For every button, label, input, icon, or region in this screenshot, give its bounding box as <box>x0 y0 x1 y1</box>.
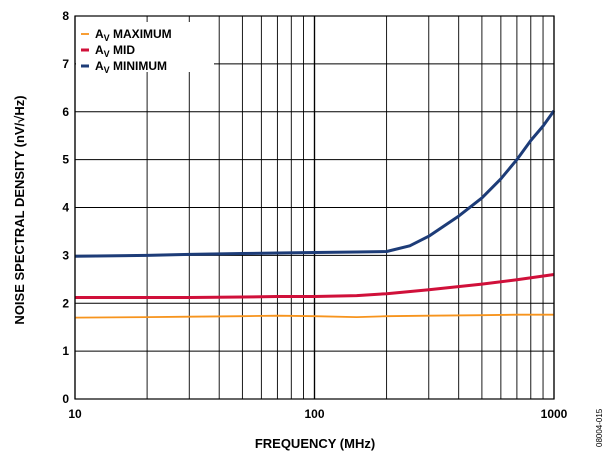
legend-label: AV MID <box>95 43 135 59</box>
series-line-av-maximum <box>74 313 554 319</box>
x-tick-label: 10 <box>68 407 82 421</box>
y-tick-label: 7 <box>62 57 69 71</box>
series-line-av-minimum <box>74 109 556 258</box>
legend-background <box>76 22 214 72</box>
plot-frame <box>74 15 555 400</box>
y-tick-label: 3 <box>62 248 69 262</box>
series-lines <box>74 109 556 319</box>
y-tick-label: 2 <box>62 296 69 310</box>
legend-label: AV MAXIMUM <box>95 27 172 43</box>
figure-id: 08004-015 <box>595 408 604 447</box>
x-tick-label: 100 <box>304 407 324 421</box>
y-tick-label: 6 <box>62 105 69 119</box>
x-tick-labels: 10 100 1000 <box>68 407 567 421</box>
x-tick-label: 1000 <box>541 407 568 421</box>
grid-lines <box>74 15 555 400</box>
y-tick-label: 0 <box>62 392 69 406</box>
legend-box <box>76 22 214 72</box>
y-tick-label: 5 <box>62 153 69 167</box>
y-tick-label: 8 <box>62 9 69 23</box>
y-tick-label: 1 <box>62 344 69 358</box>
series-line-av-mid <box>75 273 555 299</box>
legend-label: AV MINIMUM <box>95 59 167 75</box>
x-axis-label: FREQUENCY (MHz) <box>255 436 375 451</box>
y-tick-label: 4 <box>62 201 69 215</box>
y-axis-label: NOISE SPECTRAL DENSITY (nV/√Hz) <box>12 95 27 324</box>
y-tick-labels: 0 1 2 3 4 5 6 7 8 <box>62 9 69 406</box>
